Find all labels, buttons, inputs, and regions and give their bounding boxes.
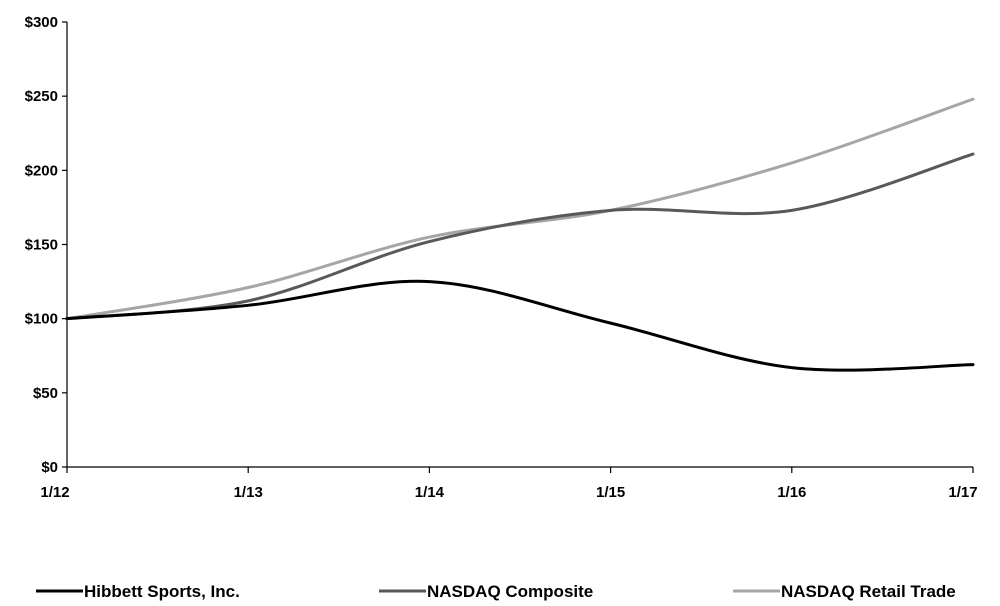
y-tick-label: $50	[33, 385, 58, 402]
y-tick-label: $250	[25, 88, 58, 105]
legend: Hibbett Sports, Inc. NASDAQ Composite NASD…	[36, 582, 956, 601]
x-tick-label: 1/12	[40, 484, 69, 501]
y-tick-label: $300	[25, 14, 58, 31]
y-axis: $0 $50 $100 $150 $200 $250 $300	[25, 14, 68, 476]
y-tick-label: $0	[41, 459, 58, 476]
legend-label: Hibbett Sports, Inc.	[84, 582, 240, 601]
series-line-1	[65, 152, 975, 321]
series-lines	[65, 97, 975, 372]
x-tick-label: 1/13	[234, 484, 263, 501]
series-line-2	[65, 97, 975, 321]
x-tick-label: 1/16	[777, 484, 806, 501]
legend-label: NASDAQ Retail Trade	[781, 582, 956, 601]
x-tick-label: 1/17	[948, 484, 977, 501]
x-tick-label: 1/14	[415, 484, 445, 501]
y-tick-label: $200	[25, 162, 58, 179]
legend-label: NASDAQ Composite	[427, 582, 593, 601]
series-line-0	[65, 279, 975, 372]
x-tick-label: 1/15	[596, 484, 625, 501]
x-axis: 1/12 1/13 1/14 1/15 1/16 1/17	[40, 466, 978, 501]
y-tick-label: $100	[25, 311, 58, 328]
y-tick-label: $150	[25, 237, 58, 254]
